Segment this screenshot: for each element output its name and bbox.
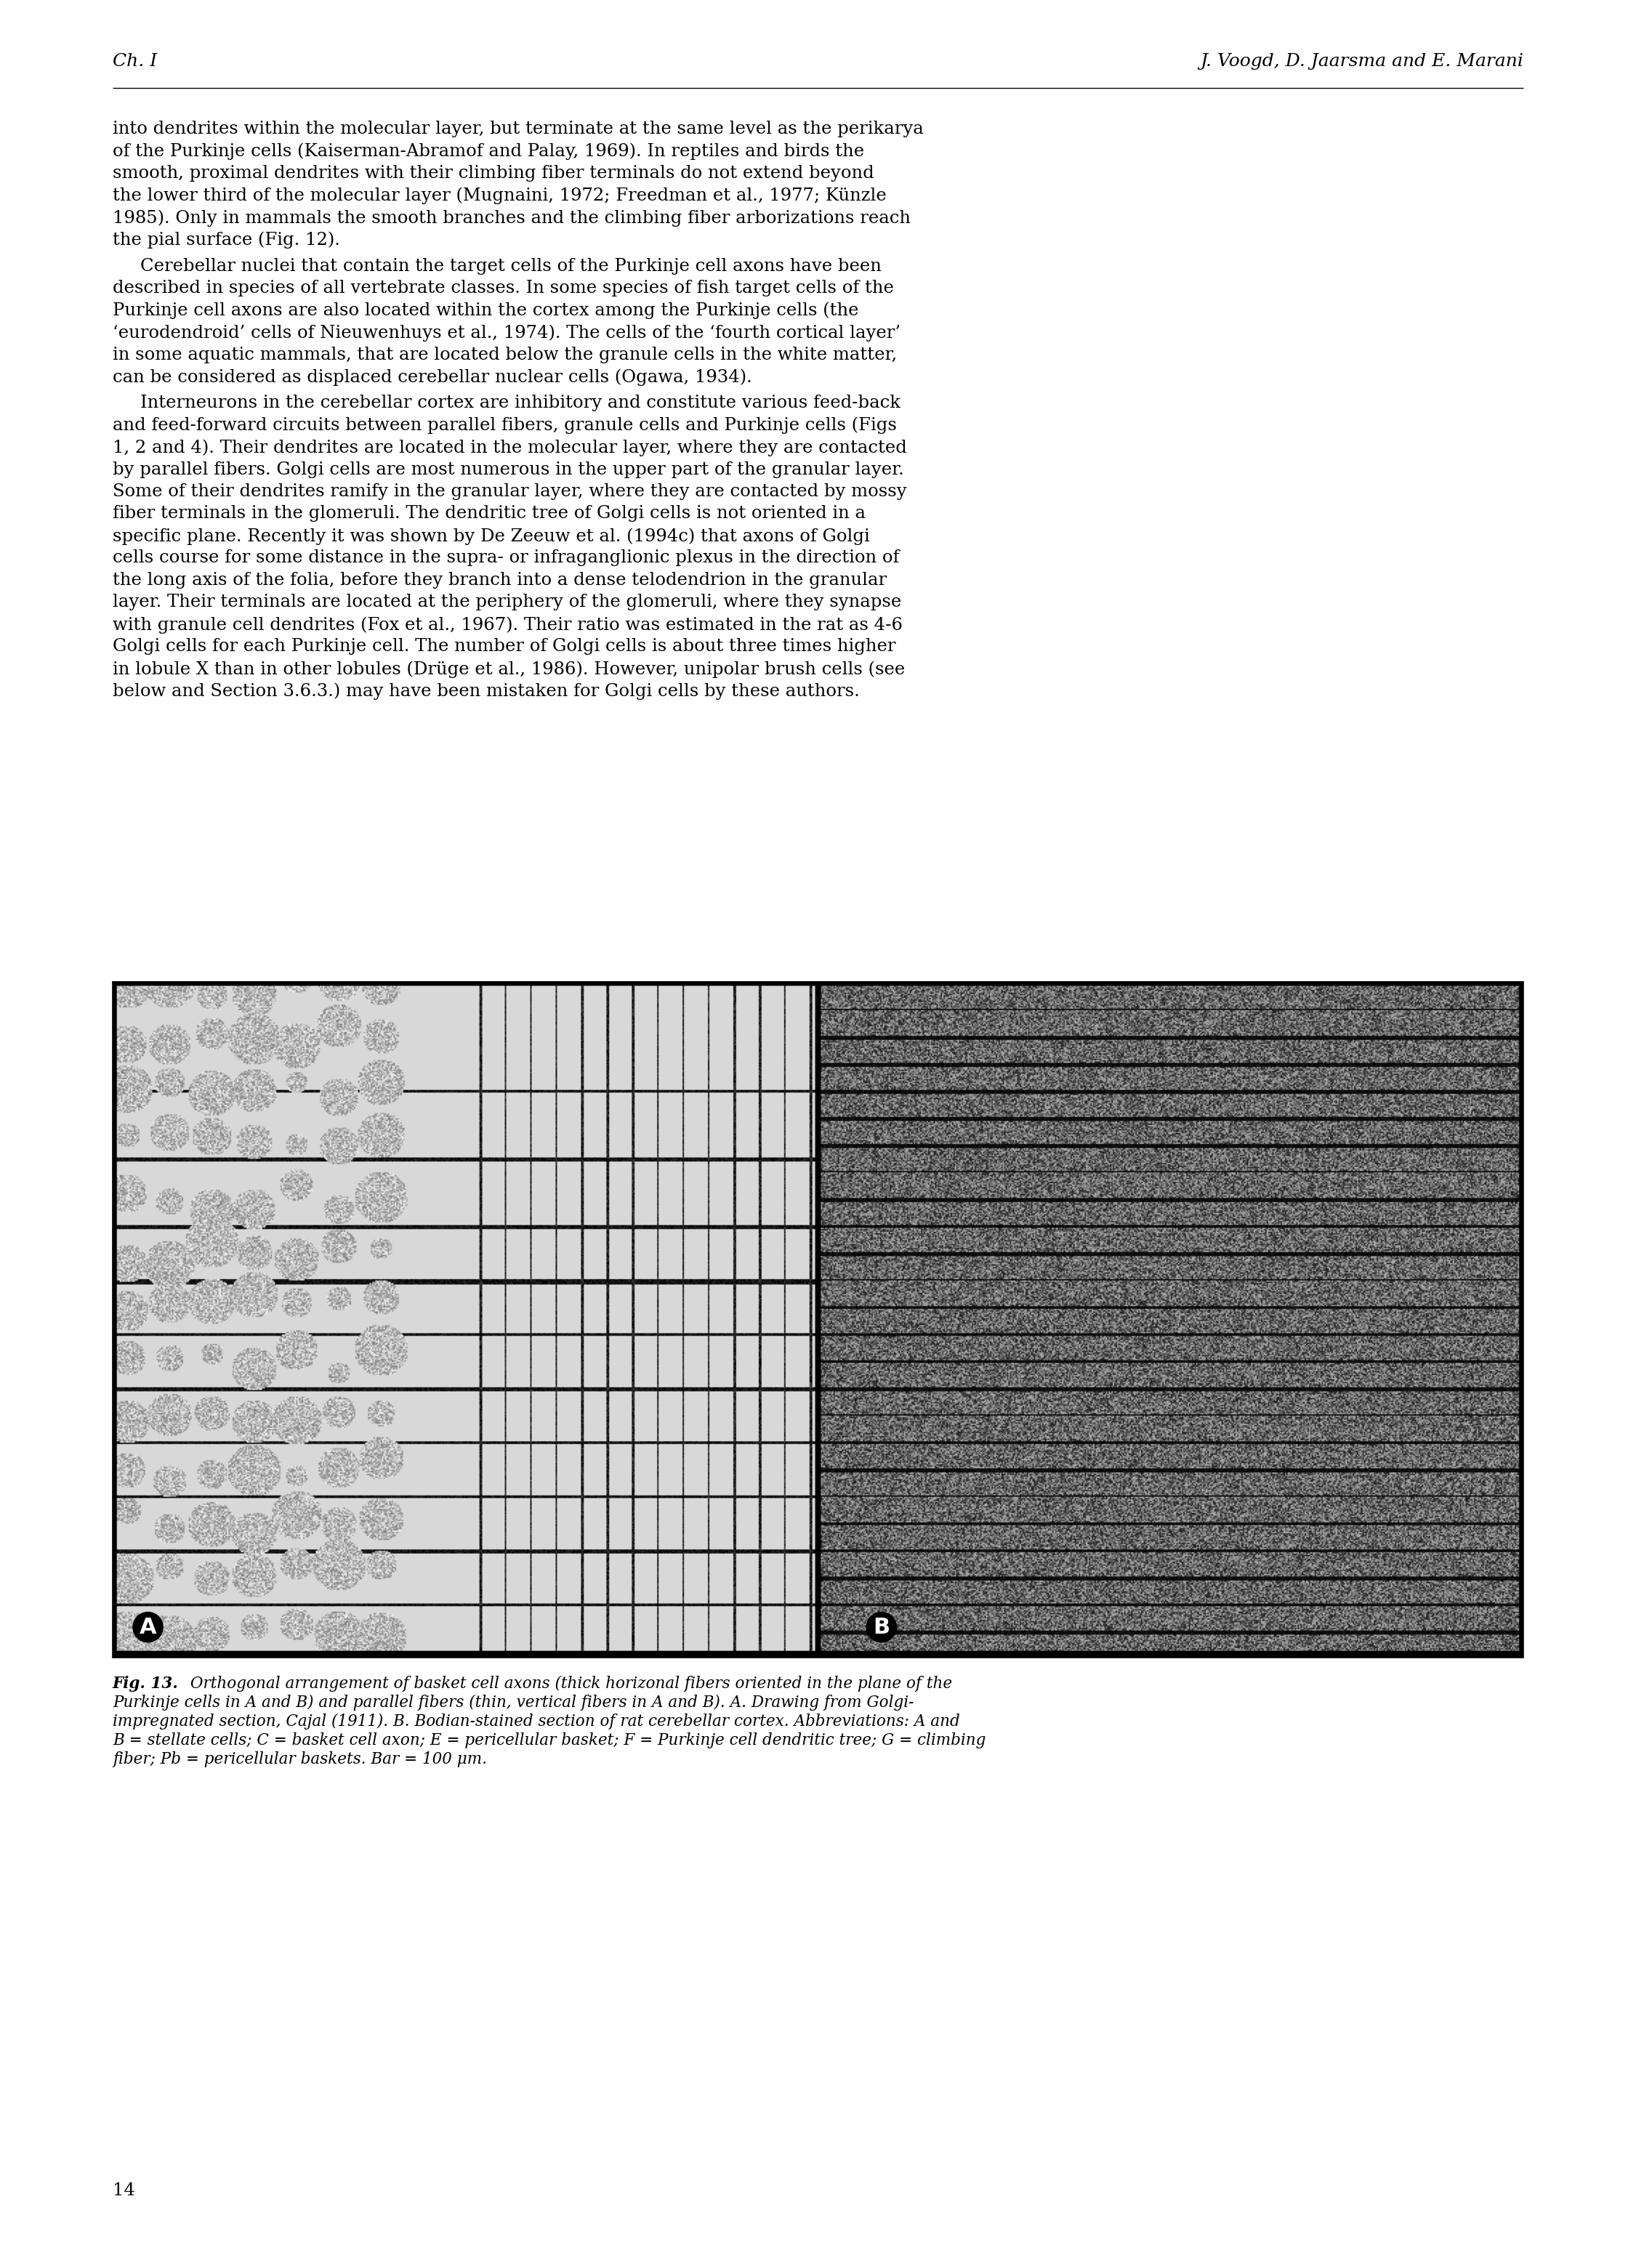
Text: by parallel fibers. Golgi cells are most numerous in the upper part of the granu: by parallel fibers. Golgi cells are most… <box>113 460 905 479</box>
Text: specific plane. Recently it was shown by De Zeeuw et al. (1994c) that axons of G: specific plane. Recently it was shown by… <box>113 528 870 544</box>
Text: Fig. 13.: Fig. 13. <box>113 1676 178 1692</box>
Text: of the Purkinje cells (Kaiserman-Abramof and Palay, 1969). In reptiles and birds: of the Purkinje cells (Kaiserman-Abramof… <box>113 143 864 161</box>
Text: in lobule X than in other lobules (Drüge et al., 1986). However, unipolar brush : in lobule X than in other lobules (Drüge… <box>113 660 905 678</box>
Text: the pial surface (Fig. 12).: the pial surface (Fig. 12). <box>113 231 340 249</box>
Text: fiber terminals in the glomeruli. The dendritic tree of Golgi cells is not orien: fiber terminals in the glomeruli. The de… <box>113 506 865 522</box>
Text: in some aquatic mammals, that are located below the granule cells in the white m: in some aquatic mammals, that are locate… <box>113 347 897 363</box>
Text: with granule cell dendrites (Fox et al., 1967). Their ratio was estimated in the: with granule cell dendrites (Fox et al.,… <box>113 617 903 633</box>
Text: the lower third of the molecular layer (Mugnaini, 1972; Freedman et al., 1977; K: the lower third of the molecular layer (… <box>113 188 887 204</box>
Text: impregnated section, Cajal (1911). B. Bodian-stained section of rat cerebellar c: impregnated section, Cajal (1911). B. Bo… <box>113 1715 960 1730</box>
Text: smooth, proximal dendrites with their climbing fiber terminals do not extend bey: smooth, proximal dendrites with their cl… <box>113 166 874 181</box>
Text: J. Voogd, D. Jaarsma and E. Marani: J. Voogd, D. Jaarsma and E. Marani <box>1201 52 1523 70</box>
Text: cells course for some distance in the supra- or infraganglionic plexus in the di: cells course for some distance in the su… <box>113 549 900 567</box>
Text: Ch. I: Ch. I <box>113 52 157 70</box>
Text: Orthogonal arrangement of basket cell axons (thick horizonal fibers oriented in : Orthogonal arrangement of basket cell ax… <box>185 1676 952 1692</box>
Text: Interneurons in the cerebellar cortex are inhibitory and constitute various feed: Interneurons in the cerebellar cortex ar… <box>141 395 900 411</box>
Bar <box>113 982 1523 1658</box>
Text: 1, 2 and 4). Their dendrites are located in the molecular layer, where they are : 1, 2 and 4). Their dendrites are located… <box>113 440 906 456</box>
Text: fiber; Pb = pericellular baskets. Bar = 100 μm.: fiber; Pb = pericellular baskets. Bar = … <box>113 1751 488 1767</box>
Text: ‘eurodendroid’ cells of Nieuwenhuys et al., 1974). The cells of the ‘fourth cort: ‘eurodendroid’ cells of Nieuwenhuys et a… <box>113 324 900 340</box>
Text: into dendrites within the molecular layer, but terminate at the same level as th: into dendrites within the molecular laye… <box>113 120 924 138</box>
Text: described in species of all vertebrate classes. In some species of fish target c: described in species of all vertebrate c… <box>113 279 893 297</box>
Text: B = stellate cells; C = basket cell axon; E = pericellular basket; F = Purkinje : B = stellate cells; C = basket cell axon… <box>113 1733 987 1749</box>
Text: Some of their dendrites ramify in the granular layer, where they are contacted b: Some of their dendrites ramify in the gr… <box>113 483 906 499</box>
Text: 1985). Only in mammals the smooth branches and the climbing fiber arborizations : 1985). Only in mammals the smooth branch… <box>113 209 911 227</box>
Text: Purkinje cells in A and B) and parallel fibers (thin, vertical fibers in A and B: Purkinje cells in A and B) and parallel … <box>113 1694 915 1710</box>
Text: Cerebellar nuclei that contain the target cells of the Purkinje cell axons have : Cerebellar nuclei that contain the targe… <box>141 259 882 274</box>
Text: below and Section 3.6.3.) may have been mistaken for Golgi cells by these author: below and Section 3.6.3.) may have been … <box>113 683 859 701</box>
Text: 14: 14 <box>113 2182 136 2200</box>
Text: and feed-forward circuits between parallel fibers, granule cells and Purkinje ce: and feed-forward circuits between parall… <box>113 417 897 433</box>
Text: layer. Their terminals are located at the periphery of the glomeruli, where they: layer. Their terminals are located at th… <box>113 594 901 610</box>
Text: the long axis of the folia, before they branch into a dense telodendrion in the : the long axis of the folia, before they … <box>113 572 887 590</box>
Text: can be considered as displaced cerebellar nuclear cells (Ogawa, 1934).: can be considered as displaced cerebella… <box>113 367 753 386</box>
Text: Purkinje cell axons are also located within the cortex among the Purkinje cells : Purkinje cell axons are also located wit… <box>113 302 859 320</box>
Text: Golgi cells for each Purkinje cell. The number of Golgi cells is about three tim: Golgi cells for each Purkinje cell. The … <box>113 637 897 655</box>
Text: B: B <box>874 1617 890 1637</box>
Text: A: A <box>139 1617 157 1637</box>
